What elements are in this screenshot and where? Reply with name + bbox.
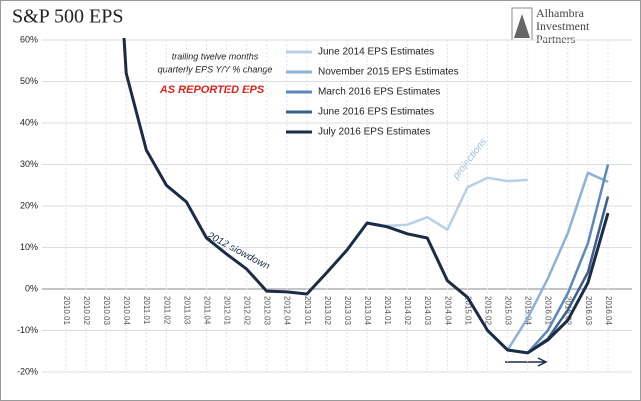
x-tick-label: 2011.02 xyxy=(162,296,171,325)
series-line xyxy=(526,164,610,354)
y-tick-label: -20% xyxy=(17,366,38,376)
x-tick-label: 2013.04 xyxy=(363,296,372,325)
y-tick-label: 30% xyxy=(20,159,38,169)
x-tick-label: 2016.04 xyxy=(604,296,613,325)
y-tick-label: -10% xyxy=(17,325,38,335)
x-tick-label: 2010.02 xyxy=(82,296,91,325)
legend-label: June 2014 EPS Estimates xyxy=(318,47,434,58)
x-tick-label: 2014.03 xyxy=(423,296,432,325)
logo-icon xyxy=(514,14,530,38)
chart-title: S&P 500 EPS xyxy=(12,6,124,28)
x-tick-label: 2014.02 xyxy=(403,296,412,325)
y-tick-label: 50% xyxy=(20,76,38,86)
legend-label: November 2015 EPS Estimates xyxy=(318,67,459,78)
y-tick-label: 20% xyxy=(20,200,38,210)
x-tick-label: 2014.04 xyxy=(443,296,452,325)
y-tick-label: 10% xyxy=(20,242,38,252)
x-tick-label: 2013.01 xyxy=(303,296,312,325)
annotation: quarterly EPS Y/Y % change xyxy=(158,64,273,74)
x-tick-label: 2015.02 xyxy=(483,296,492,325)
x-tick-label: 2014.01 xyxy=(383,296,392,325)
y-tick-label: 60% xyxy=(20,34,38,44)
x-tick-label: 2011.04 xyxy=(202,296,211,325)
logo-text: Alhambra xyxy=(536,6,585,20)
x-tick-label: 2015.04 xyxy=(524,296,533,325)
x-tick-label: 2010.01 xyxy=(62,296,71,325)
x-tick-label: 2012.01 xyxy=(222,296,231,325)
x-tick-label: 2010.04 xyxy=(122,296,131,325)
x-tick-label: 2011.03 xyxy=(182,296,191,325)
x-tick-label: 2013.03 xyxy=(343,296,352,325)
x-tick-label: 2015.03 xyxy=(504,296,513,325)
series-line xyxy=(122,38,610,355)
x-tick-label: 2011.01 xyxy=(142,296,151,325)
y-tick-label: 40% xyxy=(20,117,38,127)
logo-text: Partners xyxy=(536,32,576,46)
plot-area xyxy=(122,38,610,355)
annotation: trailing twelve months xyxy=(172,51,259,61)
y-tick-label: 0% xyxy=(25,283,38,293)
x-tick-label: 2013.02 xyxy=(323,296,332,325)
x-tick-label: 2012.02 xyxy=(243,296,252,325)
legend-label: July 2016 EPS Estimates xyxy=(318,127,430,138)
legend-label: March 2016 EPS Estimates xyxy=(318,87,440,98)
x-tick-label: 2010.03 xyxy=(102,296,111,325)
legend-label: June 2016 EPS Estimates xyxy=(318,107,434,118)
annotation: AS REPORTED EPS xyxy=(159,84,265,96)
x-tick-label: 2012.04 xyxy=(283,296,292,325)
x-tick-label: 2016.03 xyxy=(584,296,593,325)
x-tick-label: 2012.03 xyxy=(263,296,272,325)
logo: Alhambra Investment Partners xyxy=(511,6,590,46)
series-line xyxy=(506,171,609,351)
x-tick-label: 2015.01 xyxy=(463,296,472,325)
arrow xyxy=(505,357,548,367)
series-line xyxy=(366,176,528,231)
logo-text: Investment xyxy=(536,19,590,33)
x-tick-label: 2016.01 xyxy=(544,296,553,325)
